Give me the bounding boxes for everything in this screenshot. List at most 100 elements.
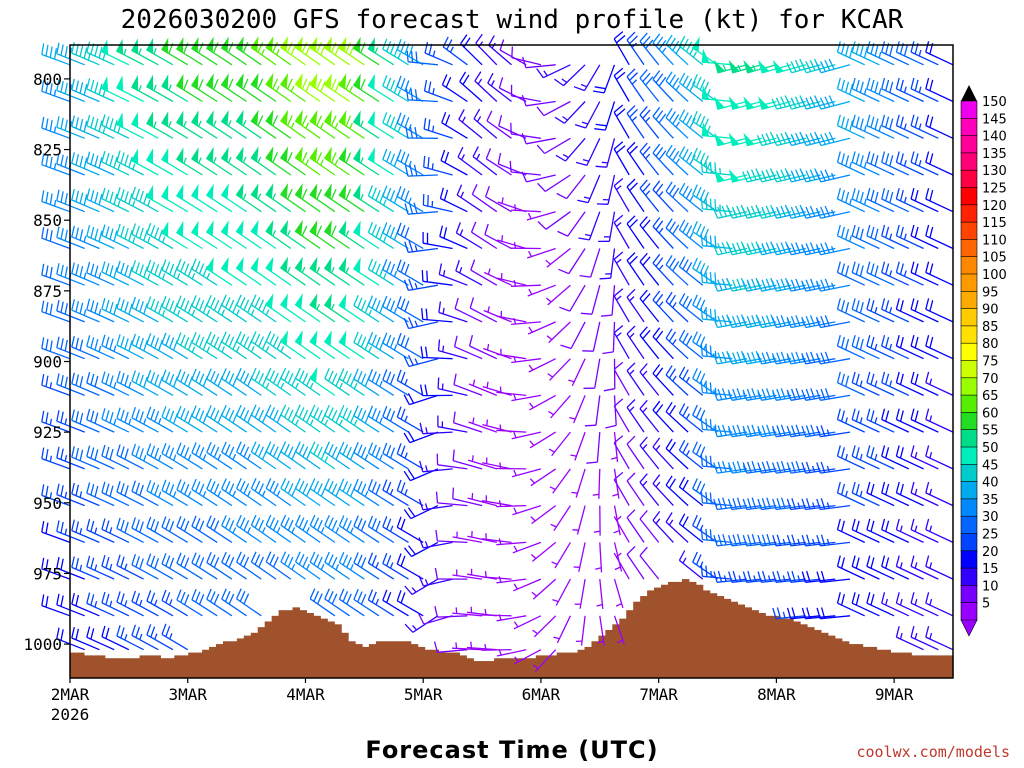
- wind-barb: [742, 277, 777, 292]
- barb-feather: [692, 221, 698, 232]
- wind-barb: [146, 553, 174, 580]
- barb-staff: [176, 415, 203, 433]
- barb-staff: [746, 578, 777, 583]
- barb-feather: [685, 114, 693, 126]
- barb-feather: [765, 205, 772, 217]
- wind-barb: [101, 371, 130, 396]
- barb-staff: [497, 239, 527, 250]
- wind-barb: [191, 73, 218, 103]
- terrain-bar: [744, 607, 752, 678]
- barb-feather: [820, 279, 826, 291]
- barb-staff: [851, 125, 880, 139]
- wind-barb: [678, 109, 704, 139]
- barb-staff: [639, 151, 660, 176]
- wind-barb: [652, 290, 674, 323]
- wind-barb: [603, 358, 616, 392]
- barb-staff: [692, 414, 718, 433]
- barb-feather: [75, 447, 80, 460]
- barb-feather: [287, 519, 294, 531]
- barb-feather: [655, 110, 664, 120]
- barb-staff: [665, 484, 689, 507]
- barb-feather: [210, 481, 216, 492]
- barb-staff: [588, 211, 601, 241]
- wind-barb: [815, 58, 851, 74]
- barb-feather: [889, 118, 894, 130]
- wind-barb: [895, 261, 924, 286]
- barb-staff: [382, 122, 409, 139]
- barb-staff: [896, 308, 924, 323]
- barb-feather: [805, 61, 812, 72]
- wind-barb: [757, 534, 792, 547]
- barb-feather: [101, 261, 106, 273]
- barb-feather: [131, 517, 137, 529]
- barb-feather: [435, 529, 439, 542]
- colorbar-swatch: [960, 550, 978, 569]
- barb-staff: [86, 51, 115, 66]
- barb-staff: [280, 377, 306, 396]
- barb-pennant: [713, 132, 726, 147]
- wind-barb: [101, 591, 130, 617]
- barb-feather: [795, 315, 801, 327]
- barb-half-feather: [782, 575, 786, 582]
- barb-feather: [801, 425, 807, 437]
- barb-feather: [243, 336, 250, 348]
- wind-barb: [652, 106, 674, 139]
- barb-staff: [453, 384, 483, 397]
- barb-feather: [727, 316, 733, 328]
- barb-staff: [251, 561, 277, 580]
- barb-half-feather: [614, 566, 621, 571]
- barb-feather: [678, 72, 686, 84]
- wind-barb: [665, 108, 689, 139]
- barb-feather: [330, 115, 337, 127]
- barb-feather: [824, 242, 831, 254]
- barb-feather: [105, 299, 110, 311]
- barb-feather: [375, 336, 381, 348]
- wind-barb: [236, 441, 262, 470]
- barb-feather: [682, 112, 689, 123]
- wind-barb: [473, 108, 498, 139]
- barb-feather: [836, 481, 841, 494]
- wind-barb: [146, 148, 174, 176]
- barb-half-feather: [143, 454, 147, 462]
- barb-feather: [709, 419, 712, 431]
- barb-staff: [324, 414, 350, 433]
- colorbar-label: 25: [982, 528, 999, 543]
- barb-feather: [929, 116, 934, 128]
- barb-feather: [914, 226, 919, 238]
- barb-feather: [49, 156, 53, 168]
- barb-feather: [840, 116, 846, 128]
- barb-feather: [396, 185, 402, 197]
- barb-feather: [195, 371, 201, 382]
- wind-barb: [496, 310, 527, 323]
- barb-half-feather: [83, 309, 87, 316]
- barb-feather: [786, 244, 792, 255]
- barb-feather: [639, 363, 648, 373]
- wind-barb: [439, 225, 468, 250]
- wind-barb: [692, 294, 718, 323]
- barb-feather: [75, 264, 80, 276]
- wind-barb: [435, 529, 468, 544]
- barb-feather: [714, 235, 717, 247]
- wind-barb: [146, 443, 174, 470]
- barb-feather: [925, 626, 930, 638]
- wind-barb: [101, 625, 130, 651]
- barb-feather: [71, 152, 75, 164]
- barb-feather: [870, 594, 875, 606]
- barb-staff: [236, 598, 262, 617]
- wind-barb: [441, 74, 468, 103]
- barb-feather: [645, 39, 654, 49]
- barb-feather: [441, 111, 447, 123]
- barb-half-feather: [53, 163, 57, 170]
- barb-staff: [101, 636, 130, 651]
- barb-staff: [545, 211, 571, 230]
- barb-feather: [86, 555, 91, 567]
- barb-staff: [206, 451, 233, 470]
- barb-feather: [195, 591, 201, 603]
- barb-feather: [396, 553, 402, 565]
- wind-barb: [626, 362, 645, 396]
- barb-staff: [776, 284, 806, 292]
- colorbar-swatch: [960, 515, 978, 535]
- wind-barb: [191, 368, 218, 396]
- wind-barb: [496, 348, 527, 360]
- colorbar-label: 30: [982, 510, 999, 525]
